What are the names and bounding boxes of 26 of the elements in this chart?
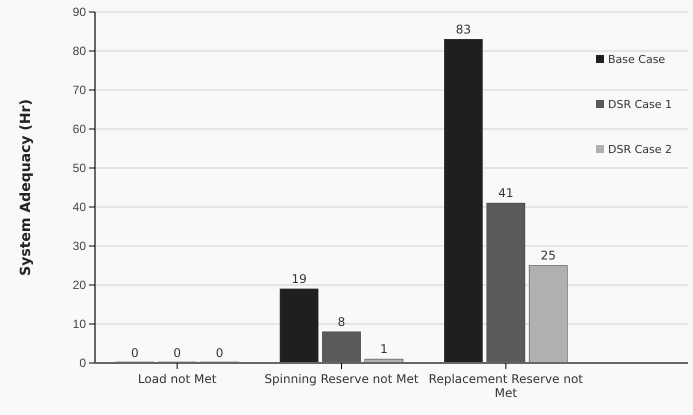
y-tick-label: 10 — [72, 316, 86, 331]
data-label: 25 — [540, 248, 556, 262]
y-tick-label: 80 — [72, 44, 86, 58]
legend-label: DSR Case 1 — [608, 98, 672, 111]
data-label: 1 — [380, 342, 388, 356]
y-tick-label: 90 — [72, 4, 86, 19]
legend-label: Base Case — [608, 53, 666, 66]
data-label: 8 — [338, 314, 346, 329]
data-label: 0 — [173, 346, 181, 360]
y-tick-label: 60 — [72, 122, 86, 136]
data-label: 0 — [216, 346, 224, 360]
y-tick-label: 40 — [72, 200, 86, 214]
y-tick-label: 30 — [72, 238, 86, 253]
data-label: 83 — [456, 22, 472, 36]
x-tick-label: Replacement Reserve not Met — [428, 372, 584, 400]
x-tick-label: Load not Met — [138, 372, 217, 386]
y-tick-label: 70 — [72, 82, 86, 97]
x-tick-label: Spinning Reserve not Met — [264, 372, 419, 386]
y-tick-label: 0 — [79, 356, 86, 370]
y-tick-label: 20 — [72, 278, 86, 292]
data-label: 19 — [291, 272, 307, 286]
data-label: 41 — [498, 186, 514, 200]
y-tick-label: 50 — [72, 160, 86, 175]
y-axis-title: System Adequacy (Hr) — [18, 99, 34, 276]
legend-label: DSR Case 2 — [608, 143, 672, 156]
data-label: 0 — [130, 346, 139, 360]
